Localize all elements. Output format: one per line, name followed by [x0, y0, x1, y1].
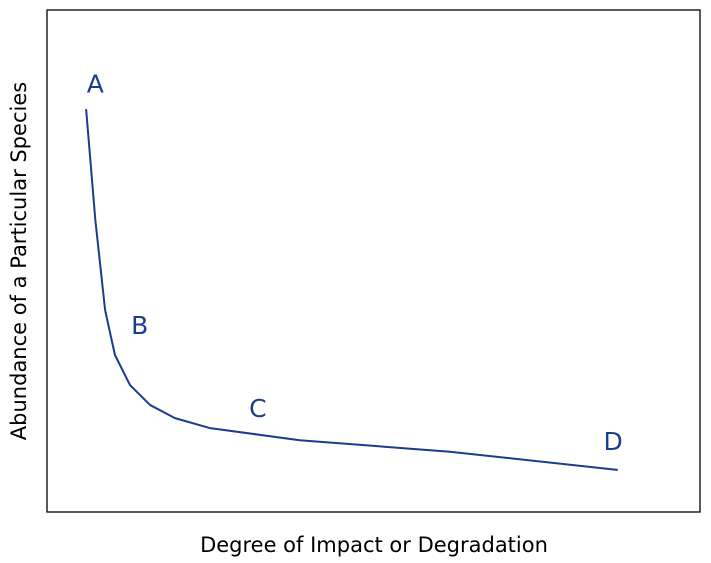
- x-axis-label: Degree of Impact or Degradation: [200, 533, 548, 557]
- point-label: A: [87, 69, 104, 98]
- y-axis-label: Abundance of a Particular Species: [7, 82, 31, 440]
- curve: [85, 108, 619, 471]
- plot-frame: [46, 9, 701, 513]
- point-label: C: [249, 394, 266, 423]
- point-label: D: [604, 427, 623, 456]
- point-label: B: [131, 311, 148, 340]
